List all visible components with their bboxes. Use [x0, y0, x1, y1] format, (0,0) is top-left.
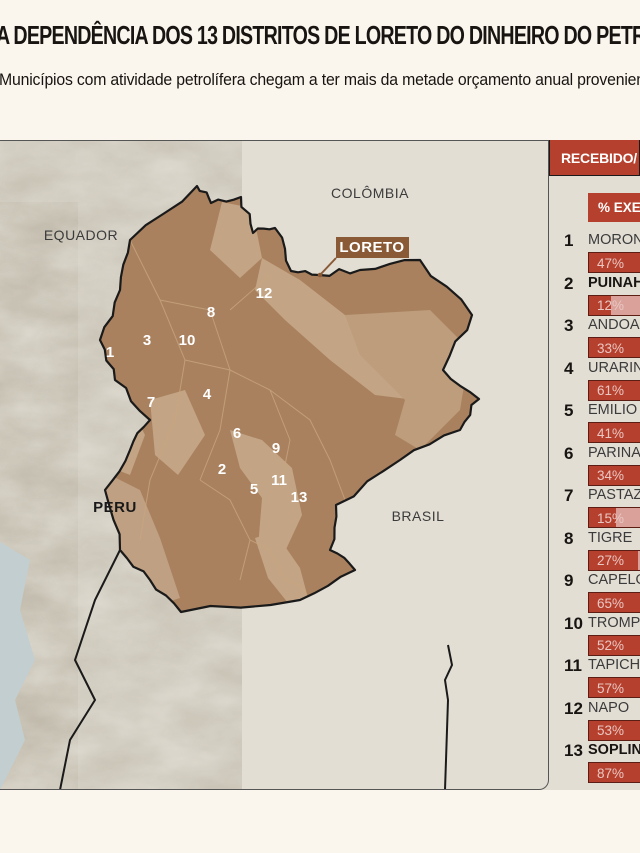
svg-text:9: 9 [272, 440, 280, 457]
svg-text:6: 6 [233, 425, 241, 442]
svg-text:1: 1 [106, 344, 114, 361]
svg-text:10: 10 [179, 332, 196, 349]
svg-text:13: 13 [291, 489, 308, 506]
svg-text:12: 12 [256, 285, 273, 302]
svg-text:PERU: PERU [93, 499, 137, 516]
svg-text:11: 11 [271, 472, 287, 489]
svg-text:2: 2 [218, 461, 226, 478]
svg-text:8: 8 [207, 304, 215, 321]
svg-text:5: 5 [250, 481, 258, 498]
svg-text:LORETO: LORETO [339, 239, 404, 256]
svg-text:3: 3 [143, 332, 151, 349]
svg-text:4: 4 [203, 386, 212, 403]
svg-text:BRASIL: BRASIL [392, 508, 445, 524]
svg-text:EQUADOR: EQUADOR [44, 227, 118, 243]
svg-text:7: 7 [147, 394, 155, 411]
svg-text:COLÔMBIA: COLÔMBIA [331, 185, 409, 201]
